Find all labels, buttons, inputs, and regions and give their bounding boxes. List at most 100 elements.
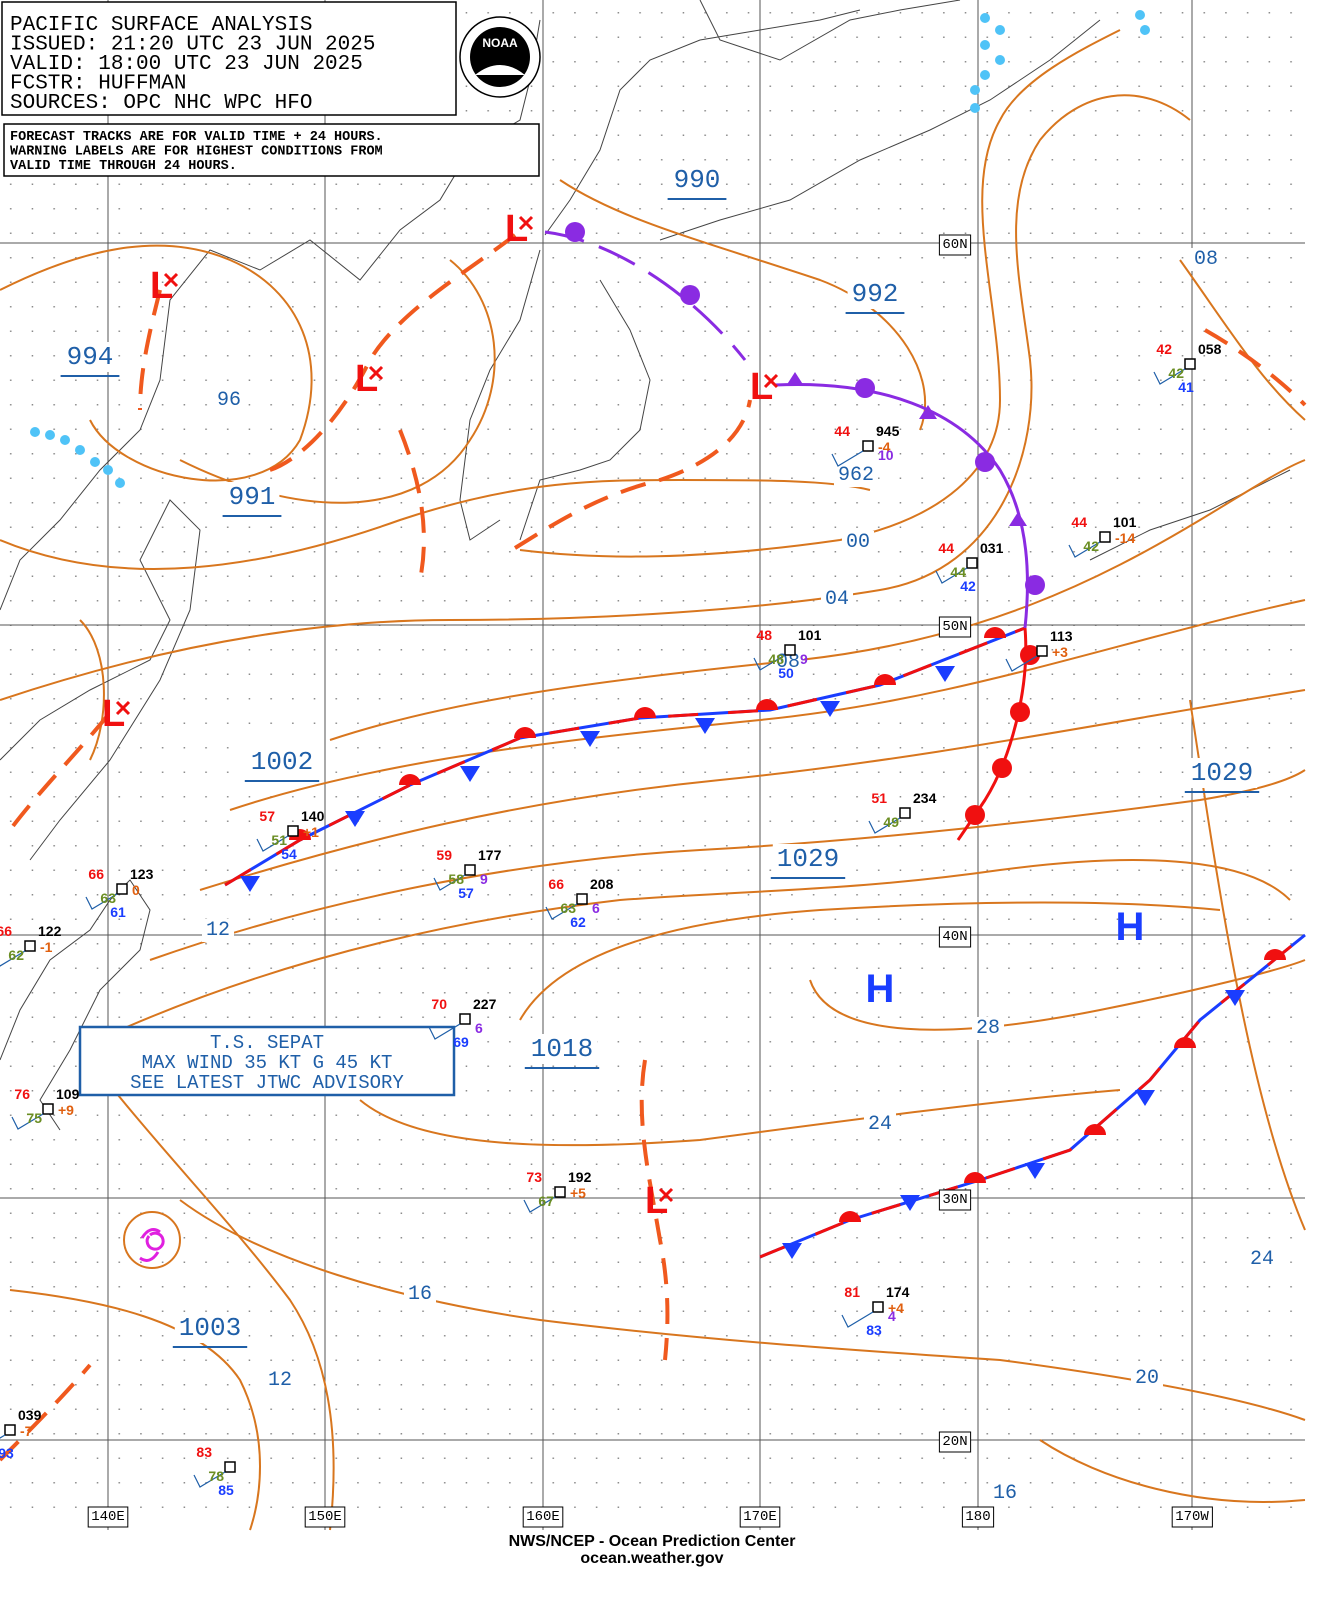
- isobar-label: 12: [268, 1369, 292, 1392]
- noaa-logo: NOAA: [459, 16, 541, 98]
- station-pres: 031: [980, 540, 1004, 556]
- isobar-label: 1003: [179, 1313, 241, 1343]
- cold-symbol: [695, 718, 715, 734]
- isobar-label: 00: [846, 531, 870, 554]
- warm-symbol: [1084, 1124, 1106, 1135]
- ship-marker: [862, 440, 874, 452]
- label-bg: [772, 844, 844, 874]
- label-bg: [174, 1313, 246, 1343]
- wind-barb: [1068, 541, 1101, 558]
- stationary-front-red: [224, 626, 1026, 887]
- warm-symbol: [984, 627, 1006, 638]
- ship-marker: [459, 1013, 471, 1025]
- isobar-label: 1029: [777, 844, 839, 874]
- ice-dot: [995, 55, 1005, 65]
- occlusion-triangle: [1009, 512, 1027, 526]
- ship-marker: [24, 940, 36, 952]
- station-pres: 234: [913, 790, 937, 806]
- ice-dot: [970, 103, 980, 113]
- label-bg: [1245, 1248, 1279, 1271]
- warm-symbol: [399, 774, 421, 785]
- station-sst: 85: [218, 1482, 234, 1498]
- wind-barb: [831, 450, 864, 467]
- ice-dot: [103, 465, 113, 475]
- isobar-label: 994: [67, 342, 114, 372]
- wind-barb: [11, 1113, 44, 1130]
- low-cross: [518, 215, 534, 231]
- station-dew: 51: [271, 832, 287, 848]
- cold-symbol: [345, 811, 365, 827]
- ship-marker: [1099, 531, 1111, 543]
- coord-box: [938, 234, 972, 256]
- cold-symbol: [820, 701, 840, 717]
- warm-symbol: [1020, 645, 1040, 665]
- station-temp: 51: [871, 790, 887, 806]
- wind-barb: [868, 817, 901, 834]
- notice-line: VALID TIME THROUGH 24 HOURS.: [10, 159, 237, 174]
- ship-marker: [4, 1424, 16, 1436]
- coord-box: [1171, 1506, 1213, 1528]
- longitude-label: 180: [965, 1509, 990, 1525]
- ship-marker: [966, 557, 978, 569]
- storm-glyph: [139, 1228, 165, 1262]
- wind-barb: [1153, 368, 1186, 385]
- latitude-label: 40N: [942, 929, 967, 945]
- station-wave: 9: [800, 651, 808, 667]
- coord-box: [304, 1506, 346, 1528]
- cold-symbol: [900, 1195, 920, 1211]
- ship-marker: [899, 807, 911, 819]
- station-pres: 192: [568, 1169, 592, 1185]
- isobar-label: 992: [852, 279, 899, 309]
- low-center: L: [355, 358, 378, 400]
- cold-symbol: [460, 766, 480, 782]
- station-wave: 9: [480, 871, 488, 887]
- coord-box: [938, 616, 972, 638]
- station-pres: 101: [798, 627, 822, 643]
- label-bg: [833, 464, 879, 487]
- ship-marker: [224, 1461, 236, 1473]
- fronts: [224, 222, 1306, 1259]
- station-sst: 54: [281, 846, 297, 862]
- ship-marker: [42, 1103, 54, 1115]
- latitude-label: 50N: [942, 619, 967, 635]
- ship-marker: [116, 883, 128, 895]
- ice-dot: [115, 478, 125, 488]
- label-bg: [841, 531, 875, 554]
- station-temp: 42: [1156, 341, 1172, 357]
- label-bg: [62, 342, 118, 372]
- minor-grid: [0, 0, 1305, 1530]
- wind-barb: [428, 1023, 461, 1040]
- isobar-label: 1002: [251, 747, 313, 777]
- wind-barb: [841, 1311, 874, 1328]
- station-pres: 113: [1050, 628, 1073, 644]
- ship-marker: [1184, 358, 1196, 370]
- label-bg: [403, 1283, 437, 1306]
- coord-box: [87, 1506, 129, 1528]
- ship-marker: [784, 644, 796, 656]
- station-sst: 50: [778, 665, 794, 681]
- warm-symbol: [756, 699, 778, 710]
- high-center: H: [866, 967, 895, 1011]
- warm-symbol: [514, 727, 536, 738]
- ice-dot: [60, 435, 70, 445]
- station-wave: 4: [888, 1308, 896, 1324]
- wind-barb: [1005, 655, 1038, 672]
- ice-dot: [980, 70, 990, 80]
- notice-line: WARNING LABELS ARE FOR HIGHEST CONDITION…: [10, 145, 383, 160]
- cold-symbol: [240, 876, 260, 892]
- station-pres: 101: [1113, 514, 1137, 530]
- longitude-label: 160E: [526, 1509, 560, 1525]
- labels: 140E 150E 160E 170E 180 170W 60N 50N 40N 30N 20N PA…: [0, 14, 1279, 1567]
- ship-marker: [1036, 645, 1048, 657]
- cold-symbol: [580, 731, 600, 747]
- logo-text: NOAA: [482, 36, 518, 50]
- station-dew: 42: [1168, 365, 1184, 381]
- cold-symbol: [935, 666, 955, 682]
- storm-line: T.S. SEPAT: [210, 1032, 324, 1054]
- station-temp: 44: [834, 423, 850, 439]
- wind-barb: [256, 835, 289, 852]
- header-line: ISSUED: 21:20 UTC 23 JUN 2025: [10, 34, 375, 57]
- station-temp: 44: [1071, 514, 1087, 530]
- isobar-label: 991: [229, 482, 276, 512]
- warm-symbol: [965, 805, 985, 825]
